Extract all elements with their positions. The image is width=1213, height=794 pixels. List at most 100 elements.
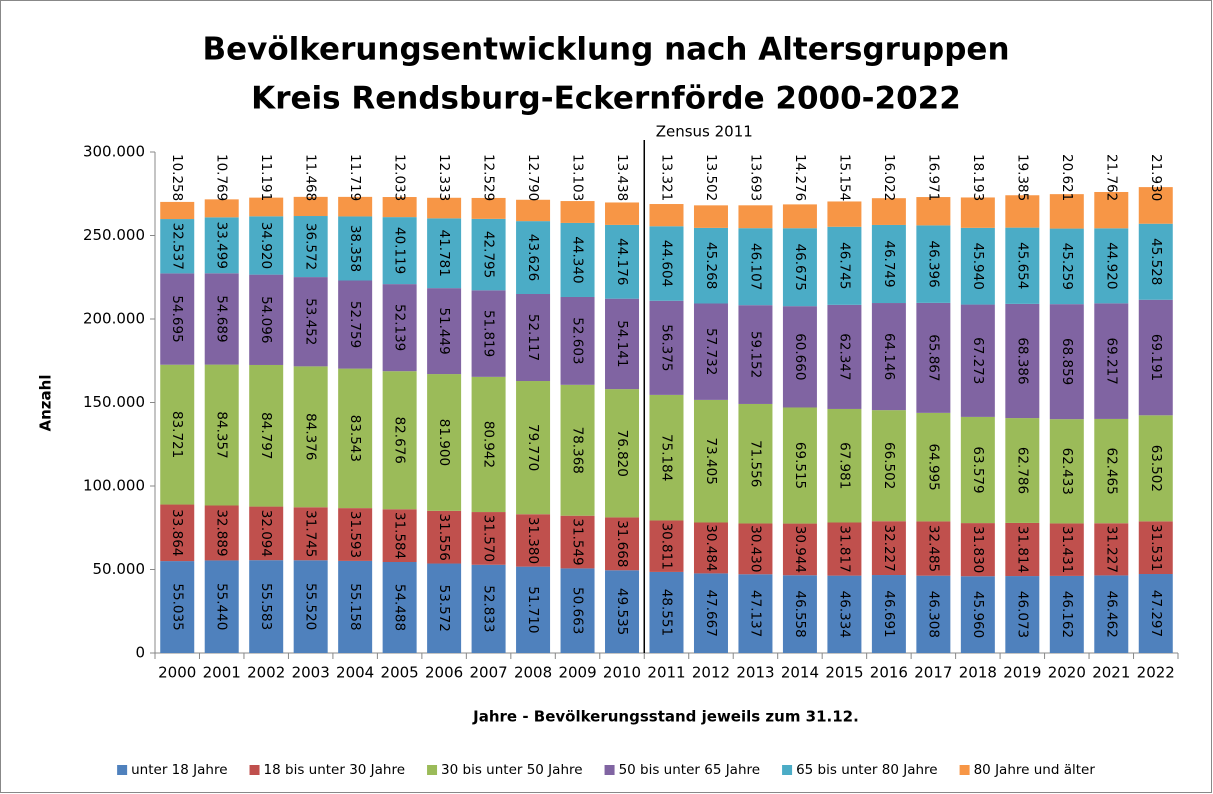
x-tick-label: 2007	[469, 664, 507, 682]
value-label: 13.502	[703, 154, 719, 201]
bar-segment	[605, 298, 640, 390]
bar-segment	[1138, 574, 1173, 653]
x-tick-label: 2019	[1003, 664, 1041, 682]
bar-segment	[960, 523, 995, 577]
value-label: 46.675	[792, 244, 808, 291]
bar-segment	[382, 284, 417, 372]
value-label: 45.528	[1148, 238, 1164, 285]
bar-segment	[871, 198, 906, 225]
bar-segment	[427, 510, 462, 564]
x-tick-label: 2004	[336, 664, 374, 682]
value-label: 30.944	[792, 526, 808, 573]
value-label: 62.433	[1059, 448, 1075, 495]
bar-segment	[827, 304, 862, 409]
bar-segment	[1005, 576, 1040, 653]
value-label: 59.152	[747, 331, 763, 378]
bar-segment	[916, 225, 951, 303]
bar-segment	[605, 224, 640, 299]
value-label: 45.940	[970, 243, 986, 290]
bar-segment	[782, 407, 817, 524]
value-label: 68.859	[1059, 338, 1075, 385]
value-label: 11.191	[258, 154, 274, 201]
bar-segment	[427, 197, 462, 219]
bar-segment	[871, 575, 906, 653]
value-label: 69.191	[1148, 334, 1164, 381]
bar-segment	[204, 217, 239, 274]
bar-segment	[871, 521, 906, 576]
value-label: 83.721	[169, 411, 185, 458]
bar-segment	[871, 303, 906, 411]
bar-segment	[293, 366, 328, 508]
bar-segment	[471, 512, 506, 565]
value-label: 51.710	[525, 586, 541, 633]
y-tick-label: 300.000	[83, 143, 145, 161]
value-label: 33.864	[169, 509, 185, 556]
value-label: 13.321	[659, 154, 675, 201]
value-label: 69.217	[1103, 338, 1119, 385]
value-label: 11.468	[303, 154, 319, 201]
value-label: 54.141	[614, 320, 630, 367]
legend-swatch	[117, 765, 128, 775]
x-tick-label: 2013	[736, 664, 774, 682]
bar-segment	[516, 381, 551, 515]
value-label: 82.676	[392, 417, 408, 464]
value-label: 21.762	[1103, 154, 1119, 201]
value-label: 83.543	[347, 415, 363, 462]
bar-segment	[338, 368, 373, 509]
bar-segment	[293, 196, 328, 217]
bar-segment	[1094, 418, 1129, 524]
value-label: 78.368	[570, 427, 586, 474]
x-tick-label: 2005	[381, 664, 419, 682]
value-label: 47.137	[747, 590, 763, 637]
value-label: 66.502	[881, 442, 897, 489]
value-label: 64.995	[925, 444, 941, 491]
bar-segment	[249, 216, 284, 275]
bar-segment	[338, 560, 373, 653]
value-label: 31.570	[481, 515, 497, 562]
bar-segment	[249, 274, 284, 365]
bar-segment	[1094, 523, 1129, 576]
value-label: 46.334	[836, 591, 852, 638]
value-label: 30.430	[747, 525, 763, 572]
value-label: 13.103	[570, 154, 586, 201]
x-tick-label: 2002	[247, 664, 285, 682]
value-label: 15.154	[836, 154, 852, 201]
value-label: 54.488	[392, 584, 408, 631]
value-label: 52.603	[570, 317, 586, 364]
value-label: 55.583	[258, 583, 274, 630]
value-label: 54.096	[258, 296, 274, 343]
value-label: 16.971	[925, 154, 941, 201]
bar-segment	[471, 376, 506, 513]
value-label: 31.668	[614, 520, 630, 567]
x-tick-label: 2012	[692, 664, 730, 682]
value-label: 32.485	[925, 525, 941, 572]
bar-segment	[649, 571, 684, 653]
value-label: 84.797	[258, 412, 274, 459]
x-tick-label: 2015	[825, 664, 863, 682]
bar-segment	[960, 227, 995, 305]
value-label: 30.484	[703, 524, 719, 571]
x-tick-label: 2011	[647, 664, 685, 682]
bar-segment	[1049, 304, 1084, 420]
legend-swatch	[782, 765, 793, 775]
bar-segment	[516, 514, 551, 567]
bar-segment	[1049, 575, 1084, 653]
bar-segment	[1094, 228, 1129, 304]
bar-segment	[1005, 227, 1040, 304]
value-label: 46.558	[792, 590, 808, 637]
bar-segment	[1138, 415, 1173, 522]
bar-segment	[693, 227, 728, 304]
bar-segment	[738, 205, 773, 229]
bar-segment	[649, 204, 684, 227]
chart-title: Bevölkerungsentwicklung nach Altersgrupp…	[202, 32, 1009, 68]
x-tick-label: 2017	[914, 664, 952, 682]
bar-segment	[471, 218, 506, 291]
value-label: 75.184	[659, 434, 675, 481]
value-label: 68.386	[1014, 337, 1030, 384]
legend-label: 18 bis unter 30 Jahre	[264, 762, 406, 778]
bar-segment	[560, 384, 595, 516]
y-axis-label: Anzahl	[37, 375, 55, 432]
bar-segment	[1049, 523, 1084, 576]
bar-segment	[649, 226, 684, 301]
bar-segment	[382, 197, 417, 218]
